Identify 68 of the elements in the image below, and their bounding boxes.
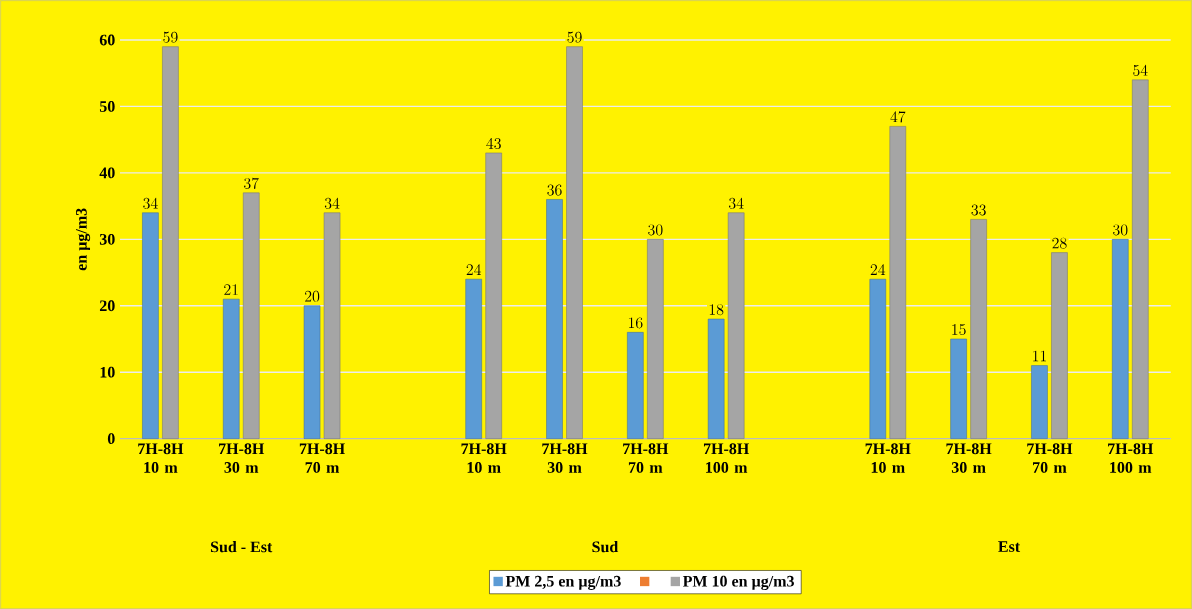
data-label: 30 [1113, 224, 1128, 236]
data-label: 34 [143, 197, 158, 209]
data-label: 11 [1033, 350, 1046, 362]
x-tick-label: 7H-8H 30 m [946, 443, 992, 473]
y-tick-label: 30 [99, 233, 115, 245]
bar [242, 192, 260, 439]
y-tick-label: 10 [100, 366, 115, 378]
data-label: 18 [709, 304, 724, 315]
x-tick-label: 7H-8H 30 m [542, 443, 588, 473]
legend-label: PM 10 en µg/m3 [682, 575, 794, 590]
x-tick-label: 7H-8H 70 m [623, 443, 669, 473]
data-label: 43 [486, 137, 501, 149]
bar [707, 318, 725, 439]
data-label: 34 [728, 197, 744, 209]
data-label: 15 [952, 323, 966, 335]
data-label: 28 [1052, 237, 1067, 249]
bar [566, 46, 583, 439]
bar [727, 212, 745, 439]
data-label: 21 [224, 284, 238, 295]
x-tick-label: 7H-8H 100 m [703, 443, 749, 473]
bar [142, 212, 159, 439]
data-label: 36 [547, 184, 562, 196]
data-label: 47 [890, 111, 906, 123]
y-tick-label: 60 [99, 34, 115, 46]
bar [323, 212, 341, 439]
bar [869, 278, 887, 439]
bar [647, 238, 664, 439]
x-tick-label: 7H-8H 70 m [1027, 443, 1073, 473]
y-tick-label: 40 [99, 167, 115, 179]
x-tick-label: 7H-8H 10 m [138, 443, 184, 473]
bar [970, 218, 987, 439]
data-label: 54 [1133, 64, 1148, 76]
data-label: 59 [567, 31, 582, 43]
text: Sud - Est [210, 540, 273, 553]
data-label: 34 [324, 197, 340, 209]
bar [950, 338, 967, 439]
bar [303, 305, 321, 439]
text: Sud [592, 540, 619, 553]
bar [1112, 238, 1129, 439]
bar [627, 331, 644, 439]
bar [1031, 365, 1048, 439]
x-tick-label: 7H-8H 10 m [865, 443, 911, 473]
data-label: 30 [648, 224, 663, 236]
data-label: 20 [305, 290, 320, 302]
x-tick-label: 7H-8H 100 m [1108, 443, 1154, 473]
data-label: 24 [466, 263, 482, 275]
y-axis-title: en µg/m3 [76, 208, 91, 271]
bar [546, 199, 563, 439]
bar [162, 46, 179, 439]
x-tick-label: 7H-8H 70 m [299, 443, 345, 473]
x-tick-label: 7H-8H 30 m [219, 443, 265, 473]
data-label: 24 [870, 263, 886, 275]
bar [222, 298, 240, 439]
data-label: 37 [244, 177, 259, 189]
x-tick-label: 7H-8H 10 m [461, 443, 507, 473]
y-tick-label: 20 [99, 300, 115, 312]
bar [889, 125, 907, 439]
legend-label: PM 2,5 en µg/m3 [505, 575, 621, 590]
text: Est [998, 541, 1021, 552]
data-label: 59 [163, 31, 178, 43]
y-tick-label: 0 [107, 433, 115, 444]
bar [465, 278, 482, 439]
bar [1132, 79, 1149, 439]
bar [1051, 252, 1068, 439]
y-tick-label: 50 [99, 100, 115, 112]
data-label: 16 [628, 317, 643, 329]
bar [485, 152, 502, 439]
data-label: 33 [971, 204, 986, 216]
